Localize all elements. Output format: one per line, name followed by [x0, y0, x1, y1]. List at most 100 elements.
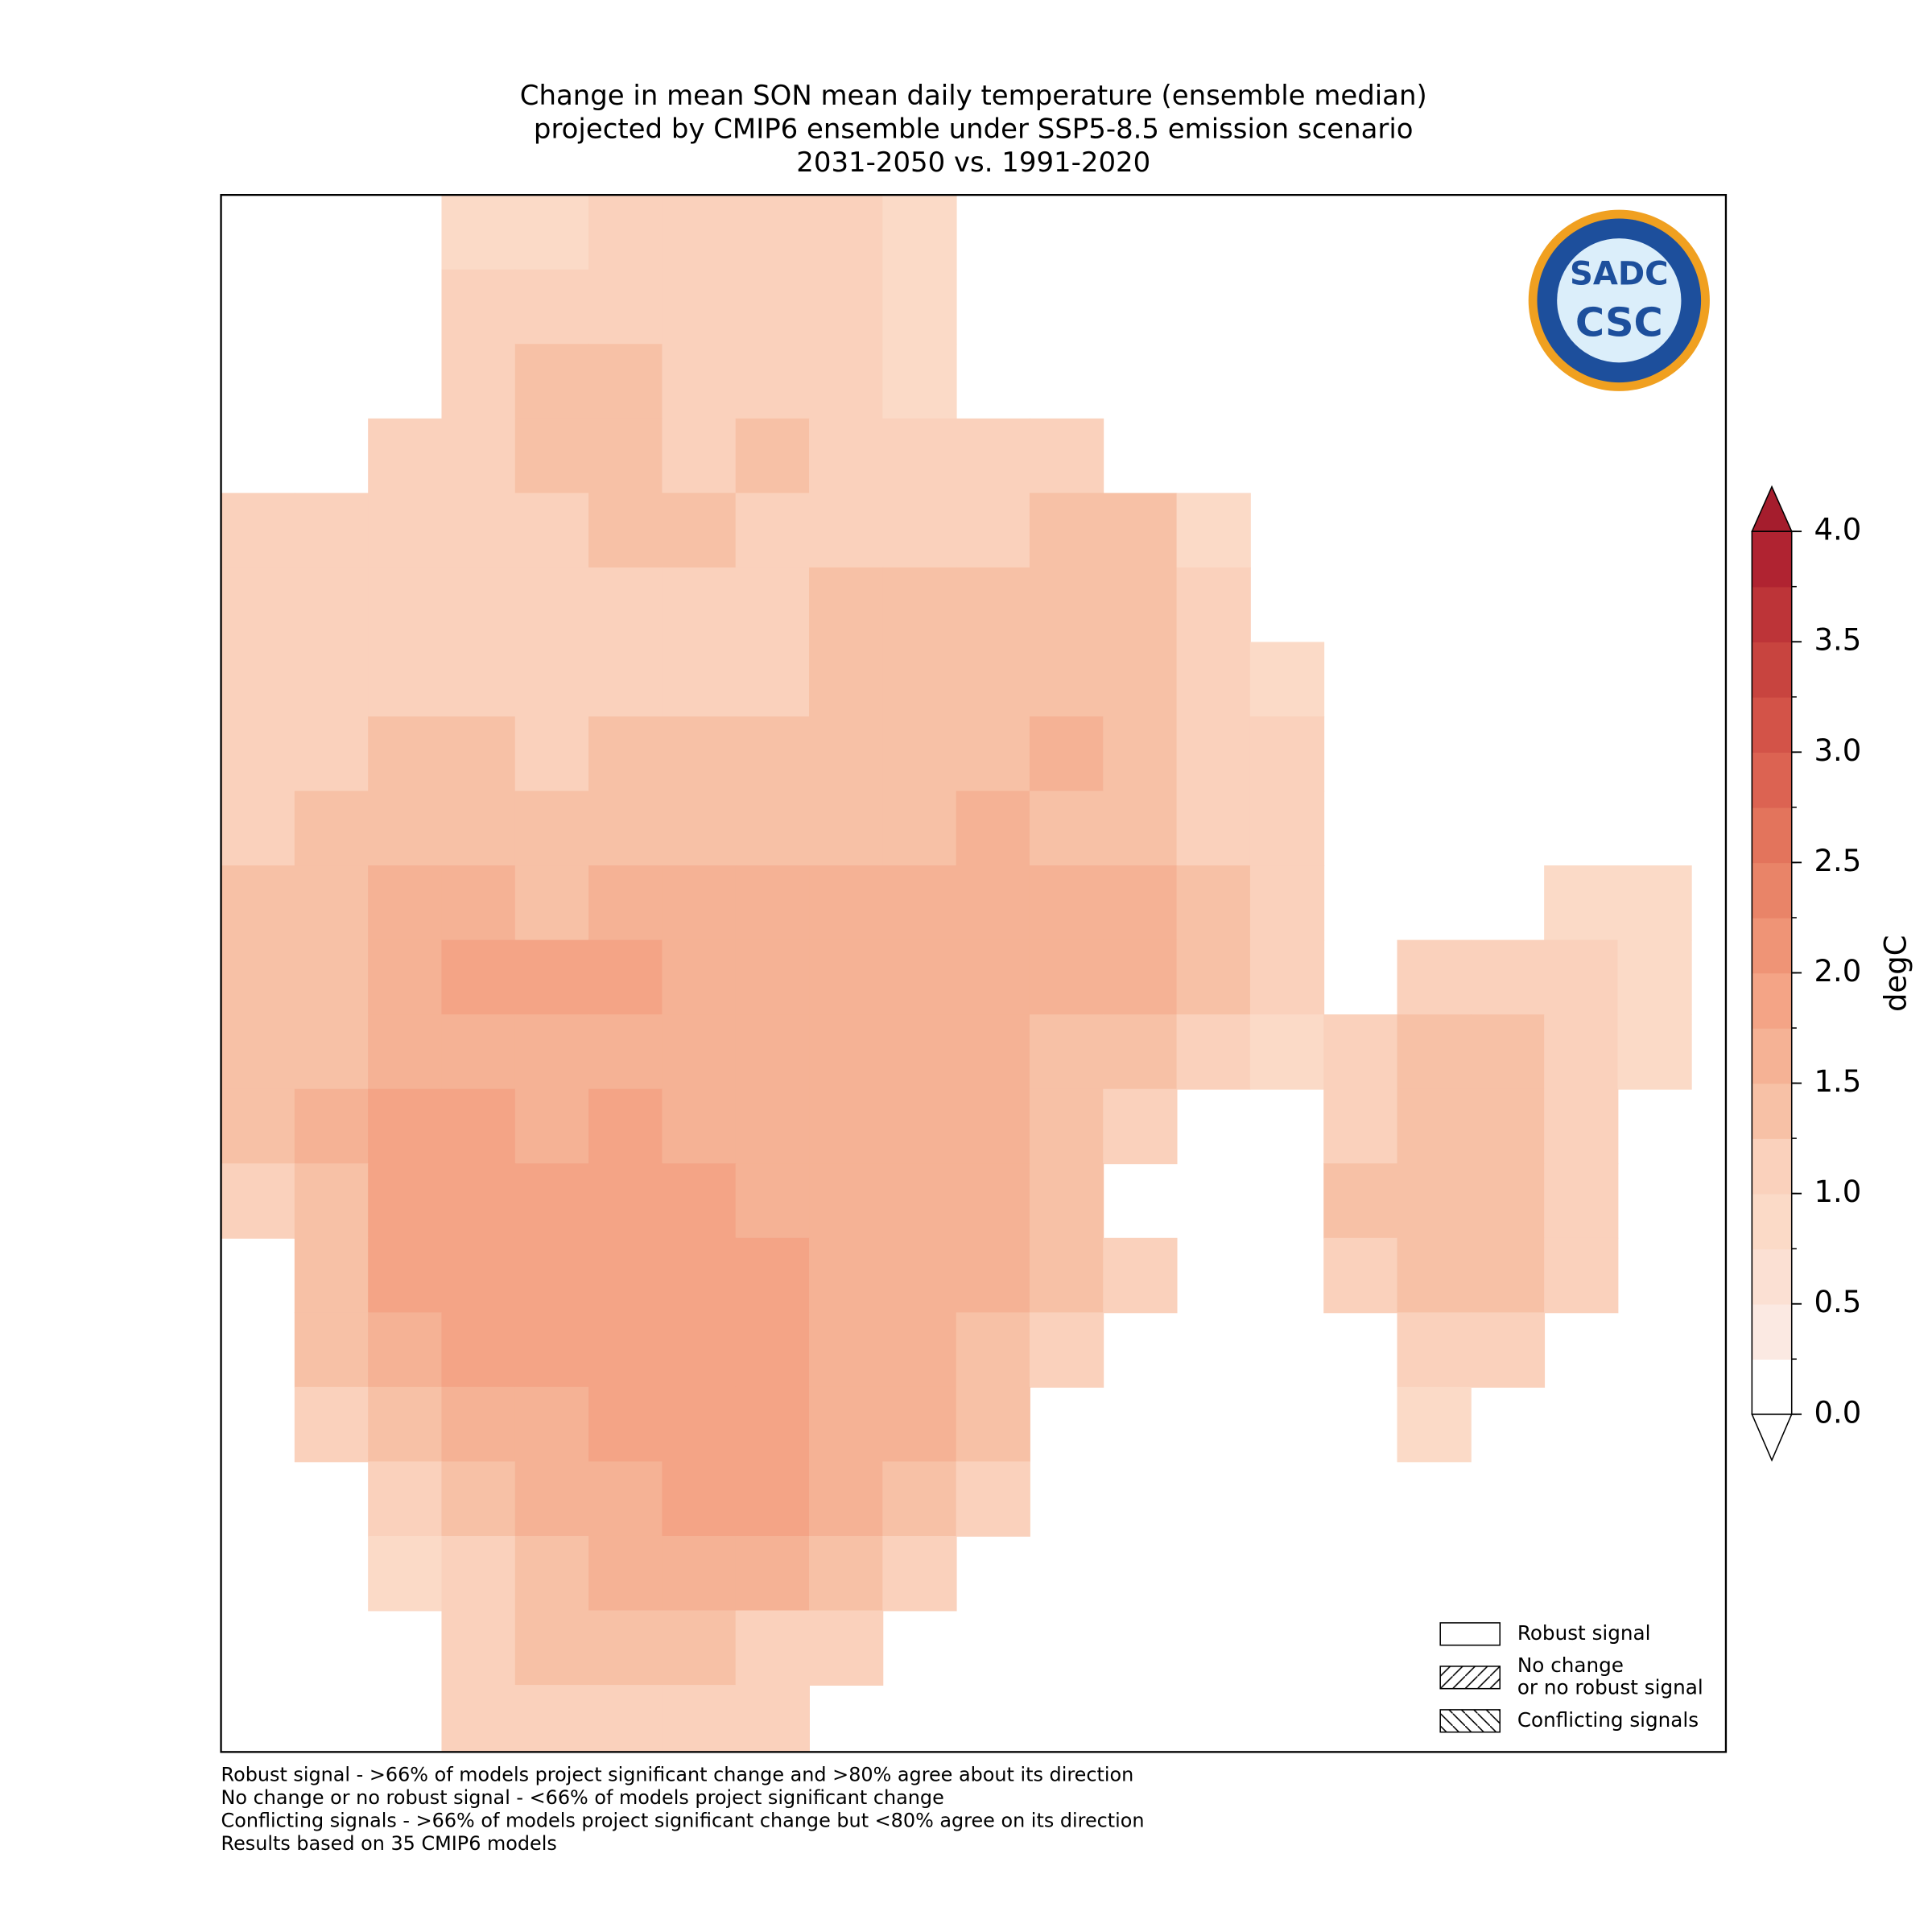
grid-cell [882, 344, 957, 419]
grid-cell [588, 567, 663, 643]
grid-cell [441, 1610, 516, 1686]
grid-cell [294, 1163, 369, 1239]
grid-cell [662, 567, 737, 643]
logo-text: CSC [1575, 299, 1663, 346]
grid-cell [735, 269, 810, 345]
grid-cell [588, 493, 663, 568]
grid-cell [662, 1088, 737, 1165]
grid-cell [956, 716, 1030, 792]
grid-cell [735, 344, 810, 419]
grid-cell [809, 1535, 884, 1612]
grid-cell [368, 1088, 443, 1165]
grid-cell [956, 493, 1030, 568]
grid-cell [662, 1610, 737, 1686]
grid-cell [1103, 567, 1178, 643]
grid-cell [1470, 939, 1546, 1016]
grid-cell [956, 939, 1030, 1016]
grid-cell [1470, 1312, 1546, 1388]
footnote: Robust signal - >66% of models project s… [221, 1764, 1134, 1786]
grid-cell [735, 1163, 810, 1239]
grid-cell [809, 1014, 884, 1090]
grid-cell [809, 1610, 884, 1686]
grid-cell [1029, 716, 1104, 792]
grid-cell [882, 1163, 957, 1239]
grid-cell [588, 195, 663, 270]
grid-cell [514, 1685, 590, 1752]
grid-cell [1029, 642, 1104, 717]
colorbar-label: degC [1878, 935, 1913, 1012]
grid-cell [882, 493, 957, 568]
grid-cell [882, 939, 957, 1016]
colorbar-segment [1752, 531, 1792, 588]
grid-cell [1029, 1163, 1104, 1239]
grid-cell [735, 1610, 810, 1686]
grid-cell [1397, 1163, 1472, 1239]
grid-cell [1397, 939, 1472, 1016]
grid-cell [514, 1610, 590, 1686]
grid-cell [221, 716, 295, 792]
grid-cell [809, 1386, 884, 1463]
grid-cell [735, 939, 810, 1016]
grid-cell [1470, 1163, 1546, 1239]
colorbar-tick-label: 0.0 [1814, 1395, 1861, 1430]
grid-cell [588, 269, 663, 345]
grid-cell [1103, 493, 1178, 568]
grid-cell [809, 865, 884, 941]
grid-cell [662, 418, 737, 494]
grid-cell [809, 269, 884, 345]
colorbar-segment [1752, 1303, 1792, 1360]
colorbar-tick-label: 2.0 [1814, 954, 1861, 989]
grid-cell [441, 1535, 516, 1612]
grid-cell [662, 1535, 737, 1612]
grid-cell [1029, 939, 1104, 1016]
grid-cell [368, 1386, 443, 1463]
grid-cell [514, 1088, 590, 1165]
grid-cell [1103, 716, 1178, 792]
grid-cell [662, 1014, 737, 1090]
grid-cell [588, 791, 663, 866]
grid-cell [294, 1014, 369, 1090]
grid-cell [588, 1535, 663, 1612]
grid-cell [588, 1163, 663, 1239]
grid-cell [514, 418, 590, 494]
grid-cell [1029, 1312, 1104, 1388]
grid-cell [514, 493, 590, 568]
grid-cell [662, 1237, 737, 1314]
logo-center [1557, 238, 1682, 363]
grid-cell [588, 1685, 663, 1752]
colorbar-segment [1752, 1193, 1792, 1249]
legend-label: Robust signal [1517, 1621, 1651, 1645]
grid-cell [882, 269, 957, 345]
grid-cell [662, 716, 737, 792]
grid-cell [662, 1312, 737, 1388]
grid-cell [221, 493, 295, 568]
grid-cell [662, 939, 737, 1016]
legend-label: or no robust signal [1517, 1676, 1703, 1699]
colorbar-segment [1752, 972, 1792, 1029]
grid-cell [956, 1163, 1030, 1239]
grid-cell [662, 865, 737, 941]
grid-cell [588, 1386, 663, 1463]
grid-cell [514, 642, 590, 717]
grid-cell [956, 642, 1030, 717]
grid-cell [1544, 1014, 1619, 1090]
grid-cell [882, 1535, 957, 1612]
grid-cell [882, 1014, 957, 1090]
grid-cell [735, 865, 810, 941]
grid-cell [221, 1014, 295, 1090]
grid-cell [1176, 567, 1251, 643]
grid-cell [441, 642, 516, 717]
titles: Change in mean SON mean daily temperatur… [520, 80, 1427, 179]
colorbar-tick-label: 3.0 [1814, 733, 1861, 768]
grid-cell [1249, 865, 1325, 941]
grid-cell [735, 1312, 810, 1388]
grid-cell [882, 1461, 957, 1537]
grid-cell [441, 344, 516, 419]
grid-cell [1029, 418, 1104, 494]
grid-cell [441, 865, 516, 941]
grid-cell [662, 269, 737, 345]
colorbar-segment [1752, 642, 1792, 698]
grid-cell [588, 1461, 663, 1537]
grid-cell [882, 1312, 957, 1388]
